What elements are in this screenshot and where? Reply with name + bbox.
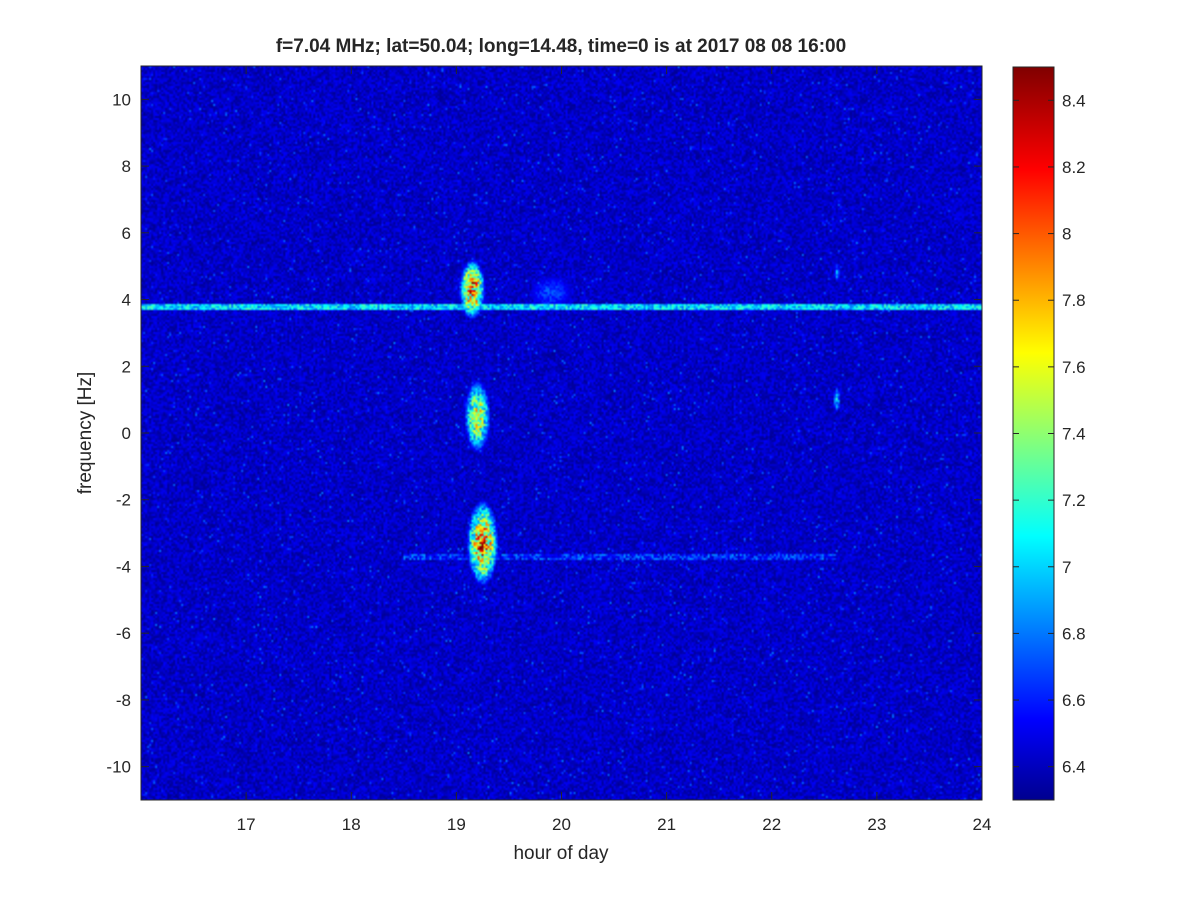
y-tick-label: -2 bbox=[116, 491, 131, 510]
y-tick-label: 8 bbox=[122, 157, 131, 176]
colorbar-ticks: 8.4 8.2 8 7.8 7.6 7.4 7.2 7 6.8 6.6 6.4 bbox=[1013, 91, 1086, 777]
y-tick-label: 0 bbox=[122, 424, 131, 443]
y-tick-label: 10 bbox=[112, 90, 131, 109]
y-tick-label: -8 bbox=[116, 691, 131, 710]
colorbar-tick-label: 7.2 bbox=[1062, 491, 1086, 510]
x-tick-label: 20 bbox=[552, 815, 571, 834]
y-tick-label: -10 bbox=[106, 758, 131, 777]
chart-title: f=7.04 MHz; lat=50.04; long=14.48, time=… bbox=[276, 36, 846, 57]
y-tick-label: 2 bbox=[122, 357, 131, 376]
x-axis-label: hour of day bbox=[513, 843, 609, 864]
colorbar-tick-label: 8.2 bbox=[1062, 158, 1086, 177]
colorbar-tick-label: 6.6 bbox=[1062, 691, 1086, 710]
x-tick-label: 19 bbox=[447, 815, 466, 834]
colorbar-tick-label: 7.8 bbox=[1062, 291, 1086, 310]
colorbar-tick-label: 6.8 bbox=[1062, 624, 1086, 643]
plot-area bbox=[140, 65, 983, 801]
x-tick-label: 18 bbox=[342, 815, 361, 834]
colorbar-tick-label: 7.4 bbox=[1062, 425, 1086, 444]
x-tick-label: 24 bbox=[973, 815, 992, 834]
y-tick-label: -6 bbox=[116, 624, 131, 643]
x-axis-ticks: 17 18 19 20 21 22 23 24 bbox=[237, 66, 992, 834]
colorbar-tick-label: 8 bbox=[1062, 225, 1071, 244]
y-tick-label: 6 bbox=[122, 224, 131, 243]
x-tick-label: 21 bbox=[657, 815, 676, 834]
x-tick-label: 23 bbox=[867, 815, 886, 834]
colorbar: 8.4 8.2 8 7.8 7.6 7.4 7.2 7 6.8 6.6 6.4 bbox=[1012, 66, 1086, 801]
y-axis-label: frequency [Hz] bbox=[75, 372, 96, 495]
heatmap-image bbox=[141, 66, 982, 800]
y-tick-label: -4 bbox=[116, 557, 131, 576]
colorbar-tick-label: 7 bbox=[1062, 558, 1071, 577]
colorbar-tick-label: 8.4 bbox=[1062, 91, 1086, 110]
colorbar-tick-label: 6.4 bbox=[1062, 758, 1086, 777]
x-tick-label: 22 bbox=[762, 815, 781, 834]
y-tick-label: 4 bbox=[122, 291, 131, 310]
x-tick-label: 17 bbox=[237, 815, 256, 834]
y-axis-ticks: 10 8 6 4 2 0 -2 -4 -6 -8 -10 bbox=[106, 90, 982, 777]
colorbar-tick-label: 7.6 bbox=[1062, 358, 1086, 377]
colorbar-gradient bbox=[1012, 66, 1055, 801]
